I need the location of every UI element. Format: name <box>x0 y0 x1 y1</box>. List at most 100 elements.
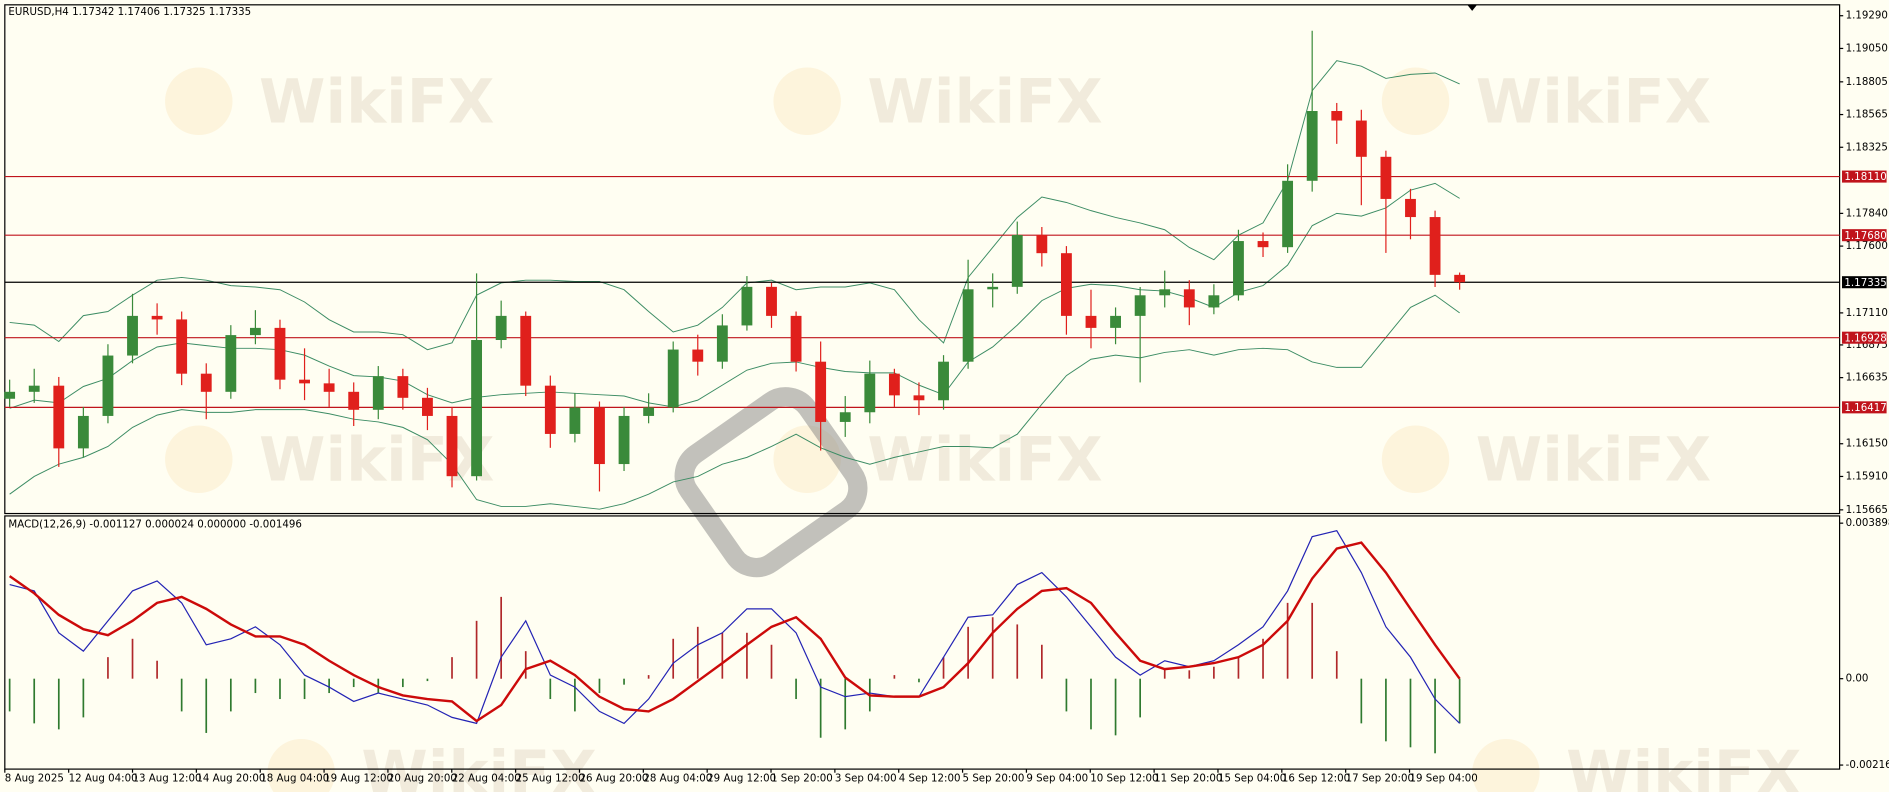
candle-body <box>1380 156 1392 199</box>
y-tick-label: 1.19050 <box>1846 42 1888 54</box>
x-tick-label: 12 Aug 04:00 <box>69 773 138 785</box>
watermark: WikiFX <box>867 426 1102 496</box>
watermark-logo <box>773 425 841 494</box>
level-label: 1.17335 <box>1844 277 1886 289</box>
candle-body <box>4 391 16 399</box>
candle-body <box>790 315 802 362</box>
level-label: 1.18110 <box>1844 171 1886 183</box>
candle-body <box>151 315 163 320</box>
candle-body <box>1306 111 1318 181</box>
watermark: WikiFX <box>867 68 1102 138</box>
candle-body <box>716 325 728 362</box>
chart-header: EURUSD,H4 1.17342 1.17406 1.17325 1.1733… <box>8 6 251 18</box>
candle-body <box>102 355 114 416</box>
x-tick-label: 4 Sep 12:00 <box>899 773 961 785</box>
y-tick-label: 1.16635 <box>1846 372 1888 384</box>
main-panel-frame <box>4 4 1841 515</box>
level-label-bg <box>1842 276 1887 289</box>
candle-body <box>520 315 532 386</box>
level-label: 1.16417 <box>1844 402 1886 414</box>
candle-body <box>200 373 212 392</box>
candle-body <box>913 395 925 401</box>
x-tick-label: 19 Aug 12:00 <box>324 773 393 785</box>
candle-body <box>323 383 335 392</box>
x-tick-label: 15 Sep 04:00 <box>1218 773 1286 785</box>
candle-body <box>225 335 237 392</box>
candle-body <box>1331 111 1343 121</box>
y-tick-label: 1.18325 <box>1846 141 1888 153</box>
candle-body <box>1085 315 1097 328</box>
x-tick-label: 22 Aug 04:00 <box>452 773 521 785</box>
y-tick-label: 1.18805 <box>1846 76 1888 88</box>
y-tick-label: 1.15910 <box>1846 470 1888 482</box>
candle-body <box>1110 315 1121 328</box>
ohlc-open: 1.17342 <box>72 6 114 18</box>
candle-body <box>888 373 900 396</box>
macd-value: -0.001496 <box>249 518 302 530</box>
x-tick-label: 16 Sep 12:00 <box>1282 773 1350 785</box>
candle-body <box>1036 235 1048 254</box>
candle-body <box>471 340 483 477</box>
candle-body <box>741 286 753 326</box>
candle-body <box>1282 180 1294 248</box>
candle-body <box>839 412 851 422</box>
candle-body <box>618 415 630 465</box>
x-tick-label: 8 Aug 2025 <box>5 773 64 785</box>
candle-body <box>692 349 704 362</box>
candle-body <box>299 379 310 384</box>
x-tick-label: 13 Aug 12:00 <box>133 773 202 785</box>
watermark: WikiFX <box>361 739 596 792</box>
x-tick-label: 17 Sep 20:00 <box>1346 773 1414 785</box>
x-tick-label: 29 Aug 12:00 <box>707 773 776 785</box>
candle-body <box>1454 274 1466 283</box>
level-label: 1.17680 <box>1844 230 1886 242</box>
x-tick-label: 25 Aug 12:00 <box>516 773 585 785</box>
candle-body <box>28 385 40 392</box>
x-tick-label: 28 Aug 04:00 <box>643 773 712 785</box>
candle-body <box>372 376 384 410</box>
level-label: 1.16928 <box>1844 332 1886 344</box>
watermark-logo <box>1381 425 1450 494</box>
macd-title: MACD(12,26,9) <box>8 518 86 530</box>
candle-body <box>962 289 974 362</box>
level-label-bg <box>1842 331 1887 344</box>
candle-body <box>348 391 360 410</box>
y-tick-label: 1.17110 <box>1846 307 1888 319</box>
x-tick-label: 1 Sep 20:00 <box>771 773 833 785</box>
candle-body <box>77 415 89 449</box>
candle-body <box>766 286 777 316</box>
x-tick-label: 9 Sep 04:00 <box>1026 773 1088 785</box>
candle-body <box>1355 120 1367 157</box>
watermark-logo <box>1381 67 1450 136</box>
macd-value: 0.000024 <box>145 518 194 530</box>
candle-body <box>495 315 507 341</box>
x-tick-label: 26 Aug 20:00 <box>579 773 648 785</box>
candle-body <box>938 361 949 401</box>
y-tick-label: 1.17840 <box>1846 207 1888 219</box>
bollinger-lower <box>9 294 1460 510</box>
symbol-title: EURUSD,H4 <box>8 6 68 18</box>
candle-body <box>397 376 409 398</box>
candle-body <box>249 327 261 336</box>
watermark-logo <box>165 67 233 136</box>
ohlc-low: 1.17325 <box>163 6 205 18</box>
x-tick-label: 14 Aug 20:00 <box>196 773 265 785</box>
macd-header: MACD(12,26,9) -0.001127 0.000024 0.00000… <box>8 518 301 530</box>
watermark-logo <box>1472 738 1540 792</box>
ohlc-close: 1.17335 <box>209 6 251 18</box>
candle-body <box>1183 289 1195 308</box>
macd-line <box>9 529 1461 725</box>
candle-body <box>864 373 876 413</box>
candle-body <box>446 415 458 477</box>
candle-body <box>1060 253 1072 316</box>
y-tick-label: 1.15665 <box>1846 504 1888 516</box>
x-tick-label: 5 Sep 20:00 <box>963 773 1025 785</box>
candle-body <box>1159 289 1171 296</box>
macd-panel-frame <box>4 515 1841 770</box>
x-tick-label: 10 Sep 12:00 <box>1090 773 1158 785</box>
y-tick-label: 1.18565 <box>1846 109 1888 121</box>
x-tick-label: 3 Sep 04:00 <box>835 773 897 785</box>
